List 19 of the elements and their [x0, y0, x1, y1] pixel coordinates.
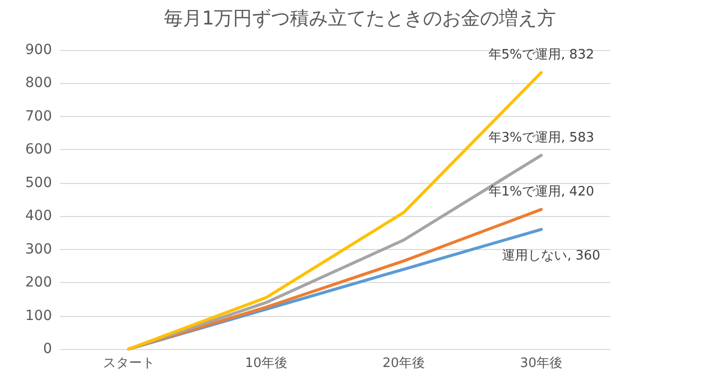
y-tick-label: 600	[25, 142, 52, 158]
y-tick-label: 800	[25, 75, 52, 92]
text: 年5%で運用, 832	[488, 48, 594, 63]
x-tick-label: スタート	[102, 356, 155, 371]
x-tick-label: 20年後	[382, 356, 426, 371]
y-tick-label: 500	[25, 174, 52, 191]
text: 年1%で運用, 420	[488, 184, 594, 200]
y-tick-label: 200	[25, 274, 52, 291]
x-tick-label: 10年後	[244, 356, 288, 371]
y-tick-label: 300	[25, 241, 52, 258]
text: 年3%で運用, 583	[488, 130, 594, 146]
text: 運用しない, 360	[502, 248, 600, 264]
y-tick-label: 700	[25, 108, 52, 124]
x-tick-label: 30年後	[520, 356, 563, 371]
y-tick-label: 100	[25, 308, 52, 324]
y-tick-label: 0	[43, 341, 52, 357]
chart-title: 毎月1万円ずつ積み立てたときのお金の増え方	[164, 8, 556, 30]
y-tick-label: 400	[25, 208, 52, 224]
y-tick-label: 900	[25, 42, 52, 58]
